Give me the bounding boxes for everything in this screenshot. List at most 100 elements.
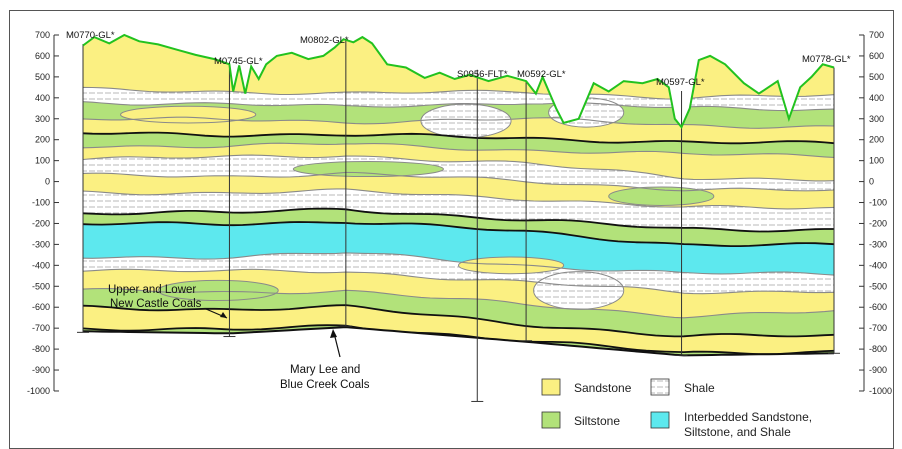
left-tick-label: -800 — [32, 344, 50, 354]
left-tick-label: 200 — [35, 135, 50, 145]
stratum-layer — [83, 222, 834, 276]
right-tick-label: 0 — [869, 177, 874, 187]
bed-boundary-line — [83, 171, 834, 192]
coal-seam-line — [83, 324, 834, 356]
bed-boundary-line — [83, 142, 834, 158]
left-tick-label: -400 — [32, 260, 50, 270]
ground-surface-line — [82, 33, 835, 130]
bed-boundary-line — [83, 268, 834, 295]
legend: Sandstone Shale Siltstone Interbedded Sa… — [541, 378, 812, 439]
new-castle-label-line1: Upper and Lower — [108, 284, 196, 296]
coal-seam-line — [83, 207, 834, 233]
mary-lee-annotation: Mary Lee and Blue Creek Coals — [280, 329, 370, 391]
legend-label-sandstone: Sandstone — [574, 381, 632, 395]
right-tick-label: 300 — [869, 114, 884, 124]
stratum-layer — [83, 288, 834, 337]
new-castle-arrowhead — [220, 312, 227, 318]
right-tick-label: -400 — [869, 260, 887, 270]
right-tick-label: -500 — [869, 281, 887, 291]
left-tick-label: -500 — [32, 281, 50, 291]
lithology-lens — [533, 271, 625, 310]
coal-seam-line — [83, 304, 834, 338]
left-tick-label: 700 — [35, 30, 50, 40]
well-label: M0592-GL* — [517, 69, 566, 80]
left-tick-label: 100 — [35, 156, 50, 166]
well-label: S0956-FLT* — [457, 69, 508, 80]
new-castle-label-line2: New Castle Coals — [110, 298, 202, 310]
right-tick-label: -700 — [869, 323, 887, 333]
legend-label-siltstone: Siltstone — [574, 414, 620, 428]
legend-label-shale: Shale — [684, 381, 715, 395]
right-tick-label: 500 — [869, 72, 884, 82]
lithology-lens — [120, 105, 257, 124]
left-tick-label: -200 — [32, 218, 50, 228]
coal-seam-line — [83, 221, 834, 247]
new-castle-annotation: Upper and Lower New Castle Coals — [108, 284, 228, 319]
right-tick-label: -1000 — [869, 386, 892, 396]
lithology-lens — [292, 160, 444, 178]
well-labels: M0770-GL* M0745-GL* M0802-GL* S0956-FLT* M05… — [66, 30, 851, 88]
mary-lee-label-line2: Blue Creek Coals — [280, 379, 370, 391]
left-tick-label: 600 — [35, 51, 50, 61]
bed-boundary-line — [83, 154, 834, 182]
right-tick-label: 400 — [869, 93, 884, 103]
legend-label-interbedded-line2: Siltstone, and Shale — [684, 425, 791, 439]
left-tick-label: -100 — [32, 198, 50, 208]
bed-boundary-line — [83, 252, 834, 276]
left-tick-label: -700 — [32, 323, 50, 333]
left-tick-label: 400 — [35, 93, 50, 103]
stratum-layer — [83, 305, 834, 355]
right-depth-axis: 700 600 500 400 300 200 100 0 -100 -200 -300 -400 -5… — [859, 30, 892, 396]
stratum-layer — [83, 155, 834, 191]
right-tick-label: 700 — [869, 30, 884, 40]
right-tick-label: 200 — [869, 135, 884, 145]
left-tick-label: -600 — [32, 302, 50, 312]
bed-boundary-line — [83, 188, 834, 210]
left-tick-label: -900 — [32, 365, 50, 375]
right-tick-label: -600 — [869, 302, 887, 312]
bed-boundary-line — [83, 101, 834, 112]
legend-swatch-interbedded — [650, 411, 670, 429]
well-label: M0778-GL* — [802, 54, 851, 65]
well-lines — [77, 39, 840, 402]
lithology-lens — [458, 256, 565, 275]
stratum-layer — [83, 188, 834, 232]
left-tick-label: 300 — [35, 114, 50, 124]
lithology-lens — [420, 103, 512, 139]
well-label: M0770-GL* — [66, 30, 115, 41]
right-tick-label: 100 — [869, 156, 884, 166]
lithology-lens — [608, 186, 715, 206]
stratum-layer — [83, 269, 834, 318]
well-label: M0745-GL* — [214, 56, 263, 67]
bed-boundary-line — [83, 116, 834, 129]
right-tick-label: -800 — [869, 344, 887, 354]
well-label: M0802-GL* — [300, 35, 349, 46]
stratum-layer — [83, 252, 834, 294]
left-tick-label: -300 — [32, 239, 50, 249]
stratum-layer — [83, 143, 834, 181]
left-tick-label: 0 — [45, 177, 50, 187]
legend-swatch-siltstone — [541, 411, 561, 429]
right-tick-label: -100 — [869, 198, 887, 208]
right-tick-label: -900 — [869, 365, 887, 375]
coal-seam-line — [82, 326, 835, 357]
coal-seam-line — [83, 131, 834, 145]
legend-swatch-sandstone — [541, 378, 561, 396]
bed-boundary-line — [83, 287, 834, 319]
right-tick-label: 600 — [869, 51, 884, 61]
right-tick-label: -200 — [869, 218, 887, 228]
left-tick-label: -1000 — [27, 386, 50, 396]
lithology-lens — [157, 279, 279, 302]
stratum-layer — [83, 208, 834, 247]
mary-lee-arrowhead — [330, 329, 337, 338]
layer-top — [83, 35, 834, 100]
legend-label-interbedded-line1: Interbedded Sandstone, — [684, 410, 812, 424]
right-tick-label: -300 — [869, 239, 887, 249]
stratum-layer — [83, 87, 834, 111]
strata-lines — [82, 86, 835, 357]
mary-lee-label-line1: Mary Lee and — [290, 364, 360, 376]
bed-boundary-line — [83, 86, 834, 100]
left-tick-label: 500 — [35, 72, 50, 82]
